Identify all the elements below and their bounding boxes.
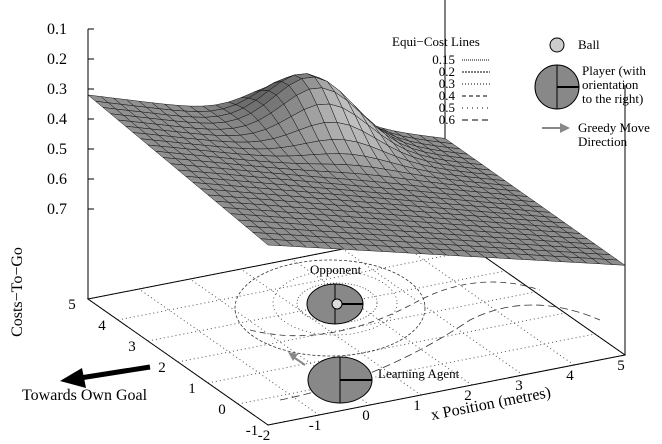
ball (331, 298, 343, 310)
x-tick-label: 4 (566, 368, 574, 384)
x-tick-label: 2 (464, 388, 472, 404)
grid-line (393, 238, 575, 366)
legend-level-label: 0.6 (439, 112, 456, 127)
grid-line (237, 333, 596, 405)
legend-level-label: 0.2 (439, 64, 455, 79)
y-tick-label: 5 (68, 297, 76, 313)
legend-greedy-label: Greedy Move (578, 120, 650, 135)
legend-title: Equi−Cost Lines (392, 34, 480, 49)
x-tick-label: -2 (258, 428, 271, 444)
legend-ball-label: Ball (578, 37, 600, 52)
y-tick-label: 4 (98, 318, 106, 334)
z-tick-label: 0.5 (47, 141, 67, 158)
greedy-arrow-head (288, 352, 298, 361)
legend-ball (549, 37, 565, 53)
surface (87, 73, 626, 266)
z-tick-label: 0.1 (47, 21, 67, 38)
x-tick-label: 5 (617, 358, 625, 374)
opponent-player (306, 283, 364, 325)
grid-line (240, 268, 422, 396)
z-tick-label: 0.6 (47, 171, 67, 188)
goal-arrow (79, 364, 151, 381)
legend-arrow-head (560, 123, 570, 133)
goal-arrow-head (60, 368, 86, 388)
surface-cell (259, 238, 282, 246)
grid-line (138, 288, 320, 416)
legend-level-label: 0.5 (439, 100, 455, 115)
contour (272, 270, 398, 336)
grid-line (207, 312, 566, 384)
y-tick-label: -1 (246, 423, 259, 439)
legend-player-label: Player (with (582, 63, 646, 78)
legend-level-label: 0.4 (439, 88, 456, 103)
z-tick-label: 0.4 (47, 111, 67, 128)
grid-line (291, 258, 473, 386)
x-tick-label: 1 (413, 398, 421, 414)
x-tick-label: 3 (515, 378, 523, 394)
contour (279, 304, 601, 401)
legend: Equi−Cost Lines Ball Player (with orient… (392, 34, 650, 149)
y-tick-label: 2 (158, 360, 166, 376)
grid-line (342, 248, 524, 376)
legend-level-label: 0.3 (439, 76, 455, 91)
legend-level-label: 0.15 (432, 52, 455, 67)
learning-agent (307, 356, 373, 404)
grid-line (117, 249, 476, 321)
x-tick-label: 0 (362, 408, 370, 424)
agent-label: Learning Agent (378, 366, 460, 381)
goal-label: Towards Own Goal (22, 387, 148, 404)
opponent-label: Opponent (310, 262, 362, 277)
grid-line (147, 270, 506, 342)
z-tick-label: 0.7 (47, 201, 67, 218)
y-tick-label: 3 (128, 339, 136, 355)
x-tick-label: -1 (309, 418, 322, 434)
z-tick-label: 0.3 (47, 81, 67, 98)
contour (234, 259, 426, 357)
y-tick-label: 1 (188, 381, 196, 397)
legend-greedy-label: Direction (578, 134, 628, 149)
legend-player-label: to the right) (582, 91, 643, 106)
legend-player-label: orientation (582, 77, 639, 92)
z-tick-label: 0.2 (47, 51, 67, 68)
y-tick-label: 0 (218, 402, 226, 418)
grid-line (177, 291, 536, 363)
z-axis-label: Costs−To−Go (9, 247, 26, 337)
contour (249, 281, 541, 337)
